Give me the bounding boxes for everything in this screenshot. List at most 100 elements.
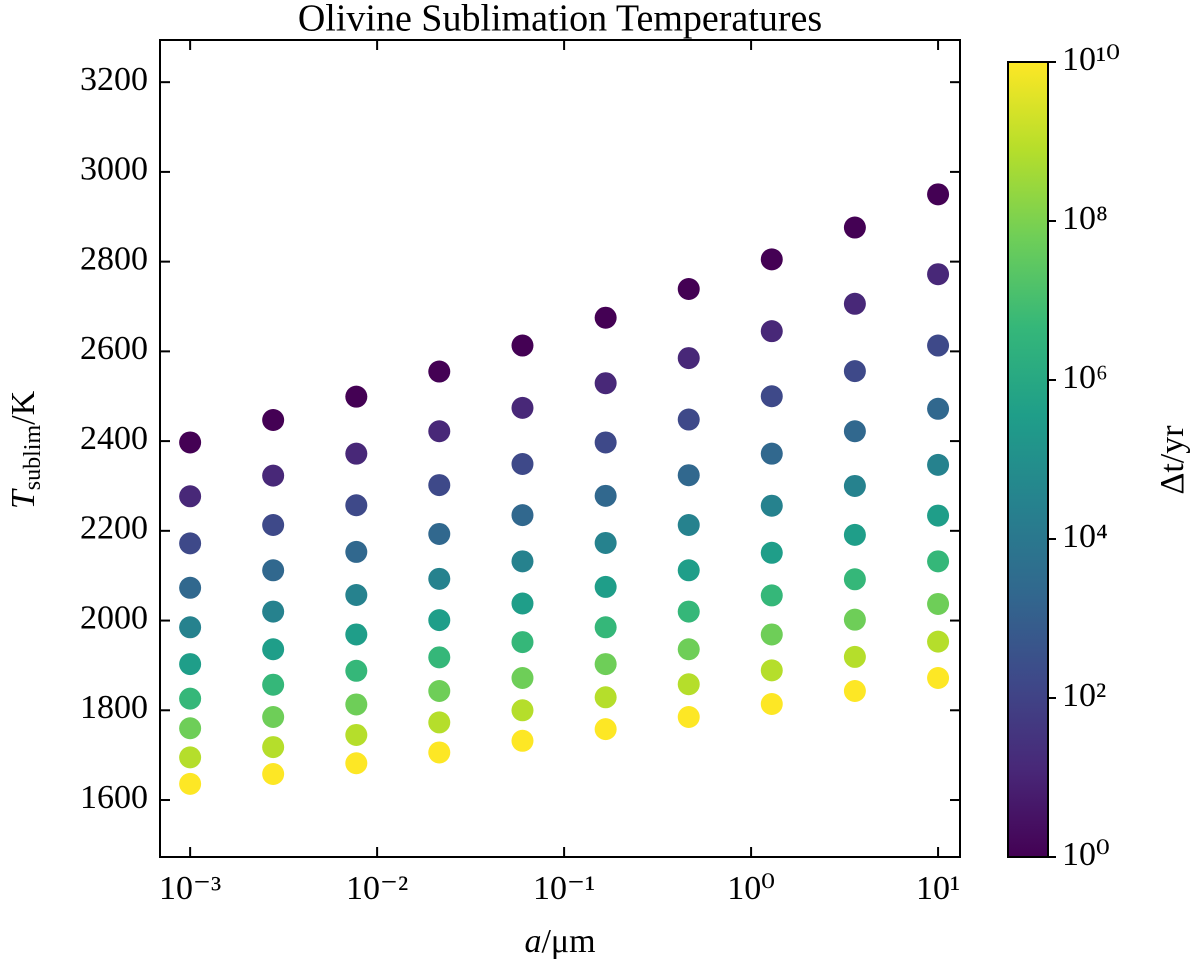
- point: [760, 248, 783, 271]
- point: [594, 431, 617, 454]
- point: [428, 567, 451, 590]
- point: [262, 409, 285, 432]
- point: [760, 320, 783, 343]
- colorbar-tick-label: 10⁶: [1062, 359, 1108, 396]
- point: [179, 532, 202, 555]
- point: [843, 420, 866, 443]
- y-tick-label: 1800: [80, 689, 148, 726]
- point: [843, 679, 866, 702]
- chart-title: Olivine Sublimation Temperatures: [298, 0, 822, 40]
- y-tick-label: 2800: [80, 240, 148, 277]
- x-axis-label: a/μm: [524, 923, 595, 960]
- point: [345, 723, 368, 746]
- y-axis-label-var: T: [5, 488, 42, 509]
- point: [511, 504, 534, 527]
- point: [760, 623, 783, 646]
- plot-frame: [159, 39, 961, 858]
- point: [927, 504, 950, 527]
- point: [511, 334, 534, 357]
- point: [677, 513, 700, 536]
- point: [345, 583, 368, 606]
- point: [428, 522, 451, 545]
- y-tick-label: 2400: [80, 420, 148, 457]
- point: [843, 568, 866, 591]
- y-tick-label: 2200: [80, 510, 148, 547]
- point: [843, 292, 866, 315]
- point: [843, 645, 866, 668]
- colorbar-label: Δt/yr: [1154, 425, 1191, 495]
- point: [345, 494, 368, 517]
- x-tick-label: 10⁻²: [346, 870, 408, 907]
- point: [511, 592, 534, 615]
- point: [594, 372, 617, 395]
- point: [262, 706, 285, 729]
- point: [843, 474, 866, 497]
- point: [428, 679, 451, 702]
- point: [262, 513, 285, 536]
- point: [594, 686, 617, 709]
- point: [428, 360, 451, 383]
- point: [677, 600, 700, 623]
- point: [677, 278, 700, 301]
- point: [345, 752, 368, 775]
- colorbar-tick-label: 10⁴: [1062, 518, 1108, 555]
- point: [428, 420, 451, 443]
- x-tick-label: 10⁰: [727, 870, 775, 907]
- point: [927, 592, 950, 615]
- point: [760, 659, 783, 682]
- y-axis-label-sub: sublim: [20, 425, 46, 491]
- point: [927, 453, 950, 476]
- y-axis-label: Tsublim/K: [5, 390, 46, 509]
- point: [760, 541, 783, 564]
- point: [927, 630, 950, 653]
- point: [179, 746, 202, 769]
- point: [760, 584, 783, 607]
- x-tick-label: 10⁻¹: [533, 870, 595, 907]
- point: [511, 550, 534, 573]
- point: [262, 464, 285, 487]
- point: [927, 183, 950, 206]
- point: [179, 576, 202, 599]
- point: [677, 673, 700, 696]
- point: [927, 263, 950, 286]
- point: [179, 653, 202, 676]
- colorbar-tick-label: 10²: [1062, 677, 1106, 714]
- point: [345, 540, 368, 563]
- point: [594, 718, 617, 741]
- point: [428, 609, 451, 632]
- point: [594, 531, 617, 554]
- y-tick-label: 2000: [80, 599, 148, 636]
- point: [345, 659, 368, 682]
- point: [179, 687, 202, 710]
- point: [511, 452, 534, 475]
- point: [594, 306, 617, 329]
- point: [927, 550, 950, 573]
- x-tick-label: 10¹: [916, 870, 960, 907]
- point: [428, 741, 451, 764]
- point: [428, 646, 451, 669]
- point: [511, 396, 534, 419]
- point: [843, 608, 866, 631]
- point: [345, 442, 368, 465]
- point: [511, 666, 534, 689]
- point: [843, 360, 866, 383]
- point: [511, 699, 534, 722]
- point: [345, 623, 368, 646]
- point: [594, 616, 617, 639]
- point: [511, 631, 534, 654]
- x-tick-label: 10⁻³: [159, 870, 221, 907]
- point: [760, 494, 783, 517]
- point: [677, 347, 700, 370]
- colorbar-tick-label: 10⁰: [1062, 836, 1110, 873]
- point: [760, 385, 783, 408]
- point: [428, 474, 451, 497]
- point: [760, 693, 783, 716]
- colorbar-tick-label: 10¹⁰: [1062, 41, 1120, 78]
- point: [262, 762, 285, 785]
- point: [262, 600, 285, 623]
- point: [179, 772, 202, 795]
- point: [428, 711, 451, 734]
- point: [927, 334, 950, 357]
- colorbar-label-unit: /yr: [1154, 425, 1191, 463]
